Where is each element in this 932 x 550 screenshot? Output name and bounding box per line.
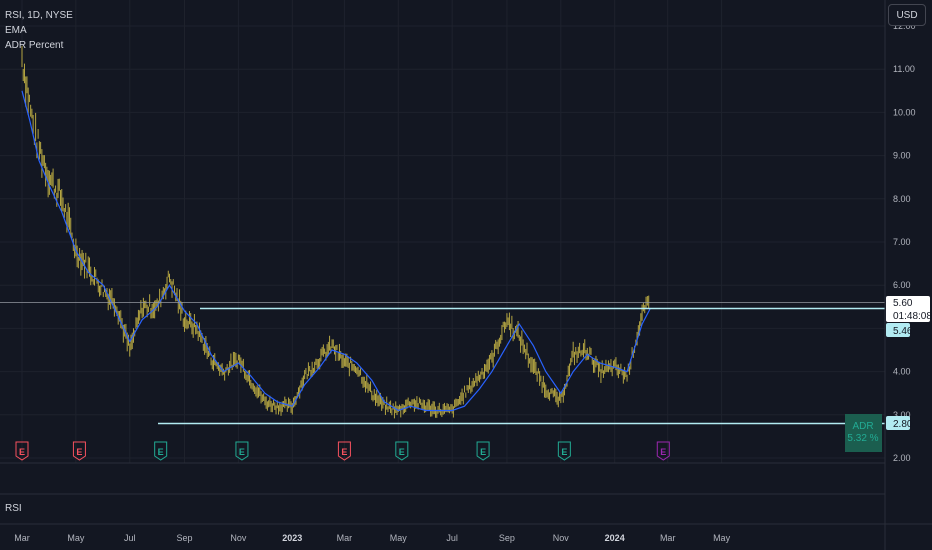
rsi-pane-label[interactable]: RSI (5, 503, 22, 514)
symbol-title[interactable]: RSI, 1D, NYSE (5, 10, 73, 21)
chart-legend: RSI, 1D, NYSE EMA ADR Percent (5, 8, 73, 53)
x-tick-label: 2024 (605, 533, 625, 543)
earnings-marker[interactable]: E (235, 441, 249, 461)
y-tick-label: 12.00 (893, 21, 916, 31)
x-tick-label: May (67, 533, 85, 543)
x-tick-label: Mar (337, 533, 353, 543)
level-upper-tag: 5.46 (886, 323, 913, 337)
earnings-marker[interactable]: E (476, 441, 490, 461)
level-upper-value: 5.46 (893, 326, 913, 337)
x-tick-label: Sep (499, 533, 515, 543)
x-tick-label: Jul (124, 533, 136, 543)
ema-indicator-label[interactable]: EMA (5, 25, 27, 36)
price-axis: 2.003.004.005.006.007.008.009.0010.0011.… (893, 21, 916, 463)
earnings-marker[interactable]: E (557, 441, 571, 461)
earnings-label: E (239, 447, 245, 457)
last-price-value: 5.60 (893, 298, 913, 309)
level-lower-value: 2.80 (893, 419, 913, 430)
earnings-label: E (341, 447, 347, 457)
x-tick-label: May (713, 533, 731, 543)
earnings-marker[interactable]: E (15, 441, 29, 461)
earnings-label: E (19, 447, 25, 457)
x-tick-label: Sep (177, 533, 193, 543)
last-price-tag: 5.60 01:48:08 (886, 296, 932, 322)
earnings-marker[interactable]: E (395, 441, 409, 461)
x-tick-label: 2023 (282, 533, 302, 543)
x-tick-label: Nov (230, 533, 247, 543)
y-tick-label: 8.00 (893, 194, 911, 204)
price-bars (21, 45, 650, 419)
earnings-label: E (76, 447, 82, 457)
y-tick-label: 9.00 (893, 151, 911, 161)
y-tick-label: 4.00 (893, 367, 911, 377)
y-tick-label: 10.00 (893, 107, 916, 117)
earnings-marker[interactable]: E (337, 441, 351, 461)
y-tick-label: 7.00 (893, 237, 911, 247)
y-tick-label: 2.00 (893, 453, 911, 463)
earnings-label: E (561, 447, 567, 457)
y-tick-label: 11.00 (893, 64, 915, 74)
x-tick-label: Nov (553, 533, 570, 543)
y-tick-label: 6.00 (893, 280, 911, 290)
ema-line (21, 90, 651, 412)
adr-tag: ADR 5.32 % (845, 414, 882, 452)
earnings-label: E (480, 447, 486, 457)
time-axis: Mar May Jul Sep Nov 2023 Mar May Jul Sep Nov 2024 Ma… (14, 533, 730, 543)
y-tick-label: 3.00 (893, 410, 911, 420)
x-tick-label: Jul (446, 533, 458, 543)
x-tick-label: May (390, 533, 408, 543)
earnings-marker[interactable]: E (154, 441, 168, 461)
adr-indicator-label[interactable]: ADR Percent (5, 40, 64, 51)
earnings-marker[interactable]: E (656, 441, 670, 461)
countdown-value: 01:48:08 (893, 311, 932, 322)
currency-button[interactable]: USD (888, 4, 926, 26)
chart-grid (0, 0, 885, 463)
earnings-label: E (399, 447, 405, 457)
x-tick-label: Mar (660, 533, 676, 543)
level-lower-tag: 2.80 (886, 416, 913, 430)
adr-value: 5.32 % (847, 433, 878, 444)
earnings-marker[interactable]: E (72, 441, 86, 461)
adr-label: ADR (852, 421, 873, 432)
earnings-label: E (158, 447, 164, 457)
earnings-label: E (660, 447, 666, 457)
x-tick-label: Mar (14, 533, 30, 543)
